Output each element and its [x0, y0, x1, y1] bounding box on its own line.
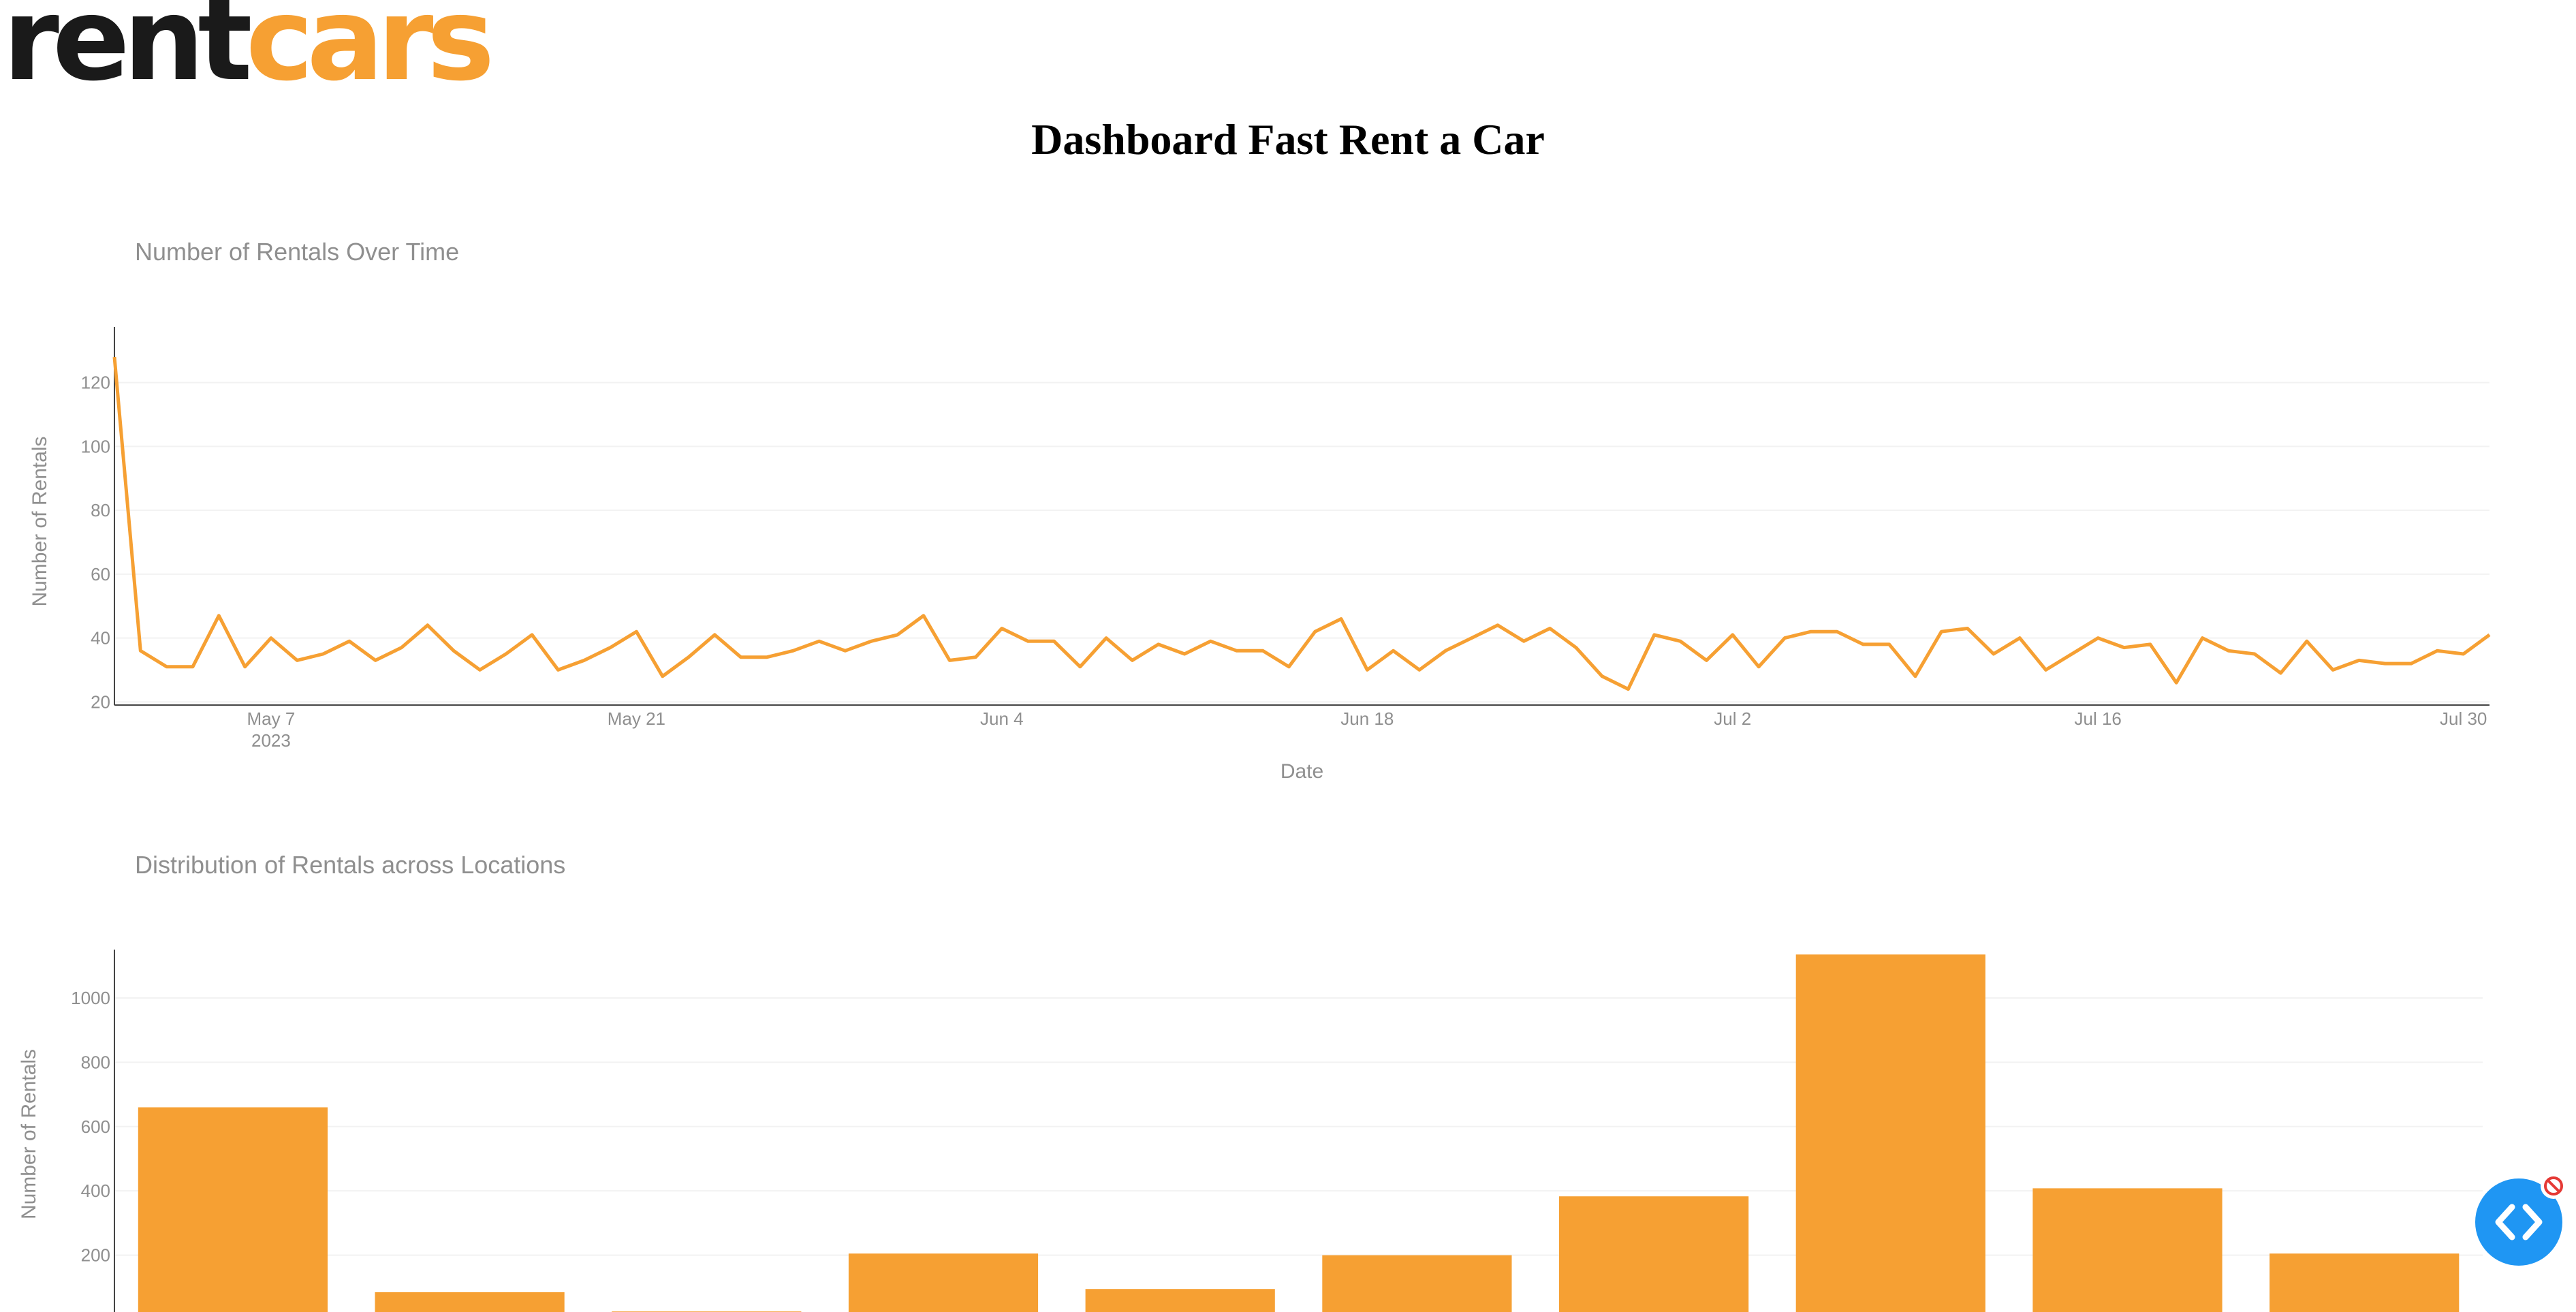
logo: rentcars	[3, 0, 488, 97]
bar	[849, 1253, 1038, 1312]
y-tick-label: 40	[91, 628, 110, 649]
y-tick-label: 80	[91, 500, 110, 520]
y-tick-label: 20	[91, 691, 110, 712]
blocked-badge[interactable]	[2541, 1173, 2566, 1199]
y-tick-label: 200	[81, 1245, 110, 1266]
rentals-over-time-chart: Number of Rentals Over Time 20 40 60 80 100 12…	[0, 225, 2576, 811]
logo-rent: rent	[3, 0, 246, 106]
series-line	[114, 357, 2489, 689]
y-tick-label: 600	[81, 1116, 110, 1137]
x-tick-label: Jun 4	[980, 708, 1024, 729]
chart-title: Number of Rentals Over Time	[135, 238, 459, 266]
x-axis-label: Date	[1281, 760, 1323, 783]
bar	[2269, 1253, 2459, 1312]
x-tick-label: Jul 30	[2440, 708, 2487, 729]
y-tick-label: 800	[81, 1052, 110, 1072]
logo-cars: cars	[246, 0, 488, 106]
bar	[1322, 1255, 1511, 1312]
bar	[1086, 1289, 1275, 1312]
x-tick-label: Jun 18	[1340, 708, 1394, 729]
y-tick-label: 100	[81, 436, 110, 456]
bar	[2032, 1188, 2222, 1312]
bar	[375, 1292, 565, 1312]
bar	[1796, 954, 1985, 1312]
x-tick-label: May 7	[247, 708, 296, 729]
x-tick-label: May 21	[608, 708, 665, 729]
x-tick-year: 2023	[251, 730, 291, 751]
bar	[1559, 1196, 1748, 1312]
y-tick-label: 60	[91, 564, 110, 584]
bar	[138, 1108, 328, 1312]
y-axis-label: Number of Rentals	[18, 1049, 40, 1219]
y-tick-label: 1000	[71, 988, 110, 1008]
chart-title: Distribution of Rentals across Locations	[135, 851, 565, 879]
x-tick-label: Jul 16	[2075, 708, 2122, 729]
rentals-by-location-chart: Distribution of Rentals across Locations…	[0, 838, 2576, 1312]
page-title: Dashboard Fast Rent a Car	[0, 114, 2576, 165]
y-tick-label: 400	[81, 1181, 110, 1201]
x-tick-label: Jul 2	[1714, 708, 1751, 729]
y-axis-label: Number of Rentals	[29, 436, 51, 606]
y-tick-label: 120	[81, 373, 110, 393]
blocked-icon	[2541, 1173, 2566, 1199]
